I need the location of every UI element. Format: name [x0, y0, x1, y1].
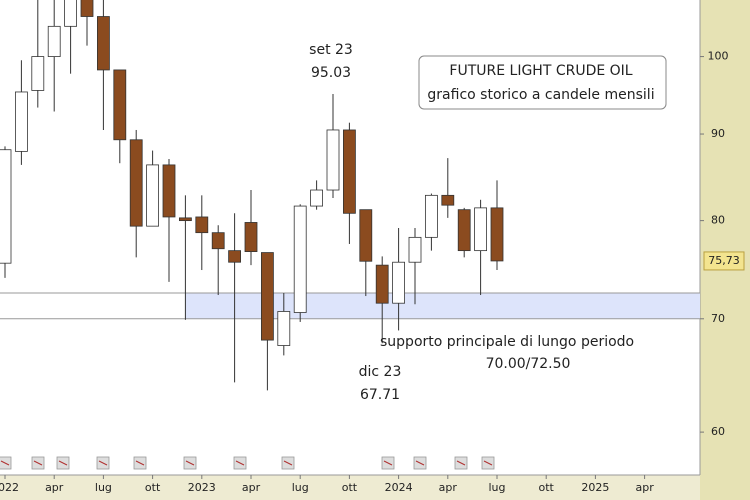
title-box [418, 55, 667, 110]
last-value-label: 75,73 [708, 254, 740, 267]
candle-body [97, 16, 110, 71]
x-tick-label: lug [95, 481, 112, 494]
candle-body [0, 149, 12, 264]
candle-body [64, 0, 77, 27]
x-tick-label: 2023 [188, 481, 216, 494]
candle-body [277, 311, 291, 346]
candle-body [359, 209, 373, 262]
annotation-label: dic 23 [359, 364, 402, 380]
last-value-box [703, 251, 745, 271]
candle-body [244, 222, 258, 252]
y-tick-label: 80 [711, 214, 725, 227]
y-axis-area [700, 0, 750, 500]
calendar-icon [0, 460, 10, 466]
candle-body [113, 69, 127, 141]
candle-body [14, 91, 28, 152]
candle-body [80, 0, 94, 17]
candle-body [490, 207, 504, 262]
candle-body [392, 261, 406, 304]
support-label: supporto principale di lungo periodo [380, 334, 634, 350]
calendar-icon [456, 460, 466, 466]
candle-body [162, 164, 176, 218]
candle-body [326, 129, 340, 191]
candle-body [293, 205, 307, 313]
support-text: 70.00/72.50 [486, 356, 571, 372]
plot [0, 0, 700, 391]
candle-body [178, 217, 192, 222]
x-tick-label: 2024 [385, 481, 413, 494]
calendar-icon [283, 460, 293, 466]
calendar-icon [383, 460, 393, 466]
x-tick-label: ott [342, 481, 358, 494]
candle-body [129, 139, 143, 227]
calendar-icon [185, 460, 195, 466]
candle-body [146, 164, 160, 227]
y-tick-label: 60 [711, 425, 725, 438]
calendar-icon [235, 460, 245, 466]
x-tick-label: ott [145, 481, 161, 494]
x-tick-label: apr [242, 481, 261, 494]
calendar-icon [135, 460, 145, 466]
chart-subtitle: grafico storico a candele mensili [427, 87, 654, 103]
annotation-value: 95.03 [311, 65, 351, 81]
annotation-label: set 23 [309, 42, 353, 58]
candle-body [211, 232, 225, 250]
candle-body [474, 207, 488, 252]
candle-body [260, 252, 274, 341]
calendar-icon [415, 460, 425, 466]
y-tick-label: 70 [711, 312, 725, 325]
calendar-icon [98, 460, 108, 466]
candle-body [408, 236, 422, 263]
x-tick-label: apr [45, 481, 64, 494]
calendar-icon [483, 460, 493, 466]
x-tick-label: lug [292, 481, 309, 494]
candle-body [457, 209, 471, 252]
x-tick-label: apr [439, 481, 458, 494]
candle-body [310, 189, 324, 207]
candle-body [228, 250, 242, 263]
y-tick-label: 100 [708, 50, 729, 63]
annotation-value: 67.71 [360, 387, 400, 403]
chart-title: FUTURE LIGHT CRUDE OIL [449, 63, 632, 79]
calendar-icon [33, 460, 43, 466]
candle-body [441, 194, 455, 206]
candle-body [31, 56, 45, 91]
y-tick-label: 90 [711, 127, 725, 140]
x-tick-label: lug [488, 481, 505, 494]
x-tick-label: apr [635, 481, 654, 494]
candle-body [47, 25, 61, 57]
candle-body [424, 194, 438, 238]
candle-body [375, 264, 389, 304]
candle-body [195, 216, 209, 234]
calendar-icon [58, 460, 68, 466]
x-tick-label: 2022 [0, 481, 19, 494]
x-tick-label: ott [539, 481, 555, 494]
x-tick-label: 2025 [581, 481, 609, 494]
candle-body [342, 129, 356, 214]
x-axis-area [0, 475, 700, 500]
